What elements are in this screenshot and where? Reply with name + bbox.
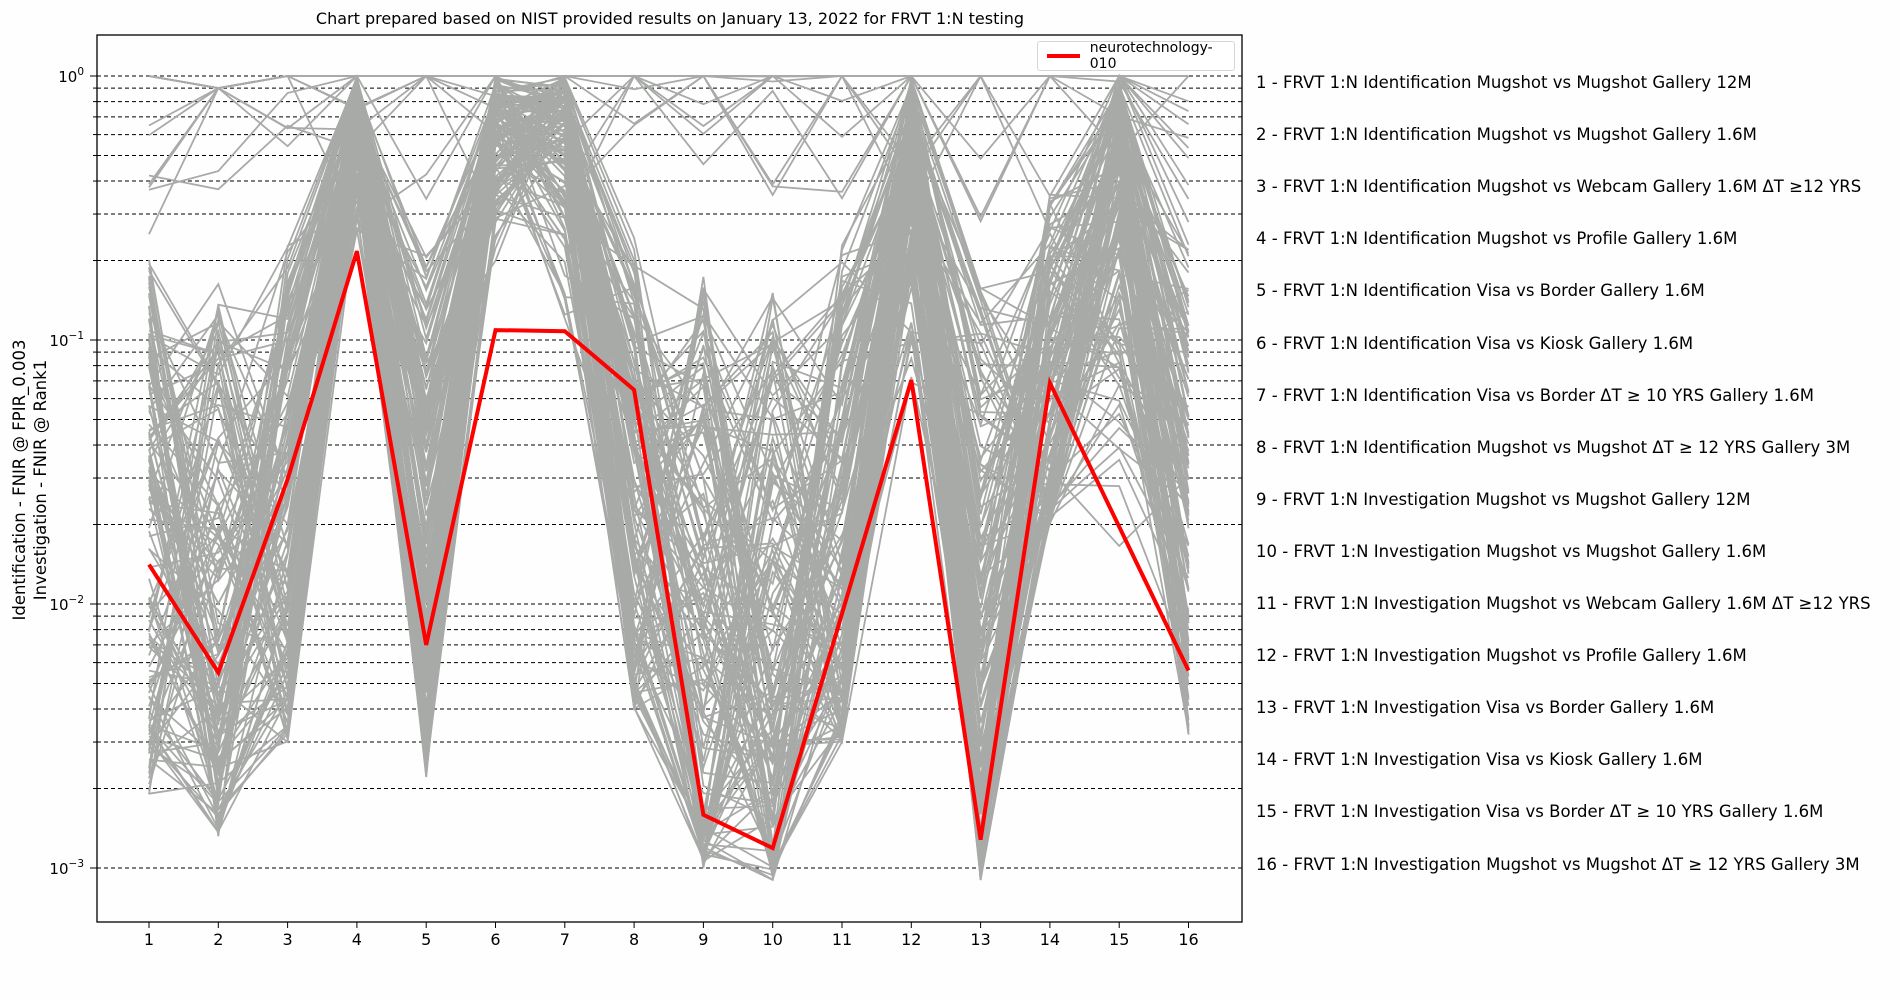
x-tick-label: 11 xyxy=(832,930,852,949)
category-label: 13 - FRVT 1:N Investigation Visa vs Bord… xyxy=(1256,698,1715,718)
x-axis-ticks: 1 2 3 4 5 6 7 8 9 10 11 12 13 14 15 16 xyxy=(144,922,1199,949)
x-tick-label: 10 xyxy=(763,930,783,949)
category-label: 15 - FRVT 1:N Investigation Visa vs Bord… xyxy=(1256,802,1824,822)
x-tick-label: 13 xyxy=(970,930,990,949)
x-tick-label: 6 xyxy=(490,930,500,949)
other-algorithm-lines xyxy=(148,73,1190,882)
x-tick-label: 8 xyxy=(629,930,639,949)
category-label: 6 - FRVT 1:N Identification Visa vs Kios… xyxy=(1256,333,1694,353)
category-label: 8 - FRVT 1:N Identification Mugshot vs M… xyxy=(1256,437,1851,457)
chart-title: Chart prepared based on NIST provided re… xyxy=(315,9,1025,28)
x-tick-label: 4 xyxy=(352,930,362,949)
category-label: 16 - FRVT 1:N Investigation Mugshot vs M… xyxy=(1256,854,1860,874)
x-tick-label: 9 xyxy=(698,930,708,949)
x-tick-label: 7 xyxy=(560,930,570,949)
highlight-series-line xyxy=(147,250,1191,851)
x-tick-label: 12 xyxy=(901,930,921,949)
category-label: 12 - FRVT 1:N Investigation Mugshot vs P… xyxy=(1256,646,1747,666)
x-tick-label: 5 xyxy=(421,930,431,949)
category-label: 4 - FRVT 1:N Identification Mugshot vs P… xyxy=(1256,229,1738,249)
y-tick-label: 100 xyxy=(58,66,84,86)
x-tick-label: 3 xyxy=(283,930,293,949)
x-tick-label: 16 xyxy=(1178,930,1198,949)
neurotechnology-010-line xyxy=(147,250,1191,851)
category-label: 3 - FRVT 1:N Identification Mugshot vs W… xyxy=(1256,177,1862,197)
category-label: 7 - FRVT 1:N Identification Visa vs Bord… xyxy=(1256,385,1814,405)
y-tick-label: 10−1 xyxy=(49,330,84,350)
x-tick-label: 15 xyxy=(1109,930,1129,949)
y-tick-label: 10−3 xyxy=(49,858,84,878)
legend-swatch-red-line xyxy=(1047,54,1080,58)
category-label: 10 - FRVT 1:N Investigation Mugshot vs M… xyxy=(1256,541,1767,561)
x-tick-label: 14 xyxy=(1040,930,1060,949)
category-label: 5 - FRVT 1:N Identification Visa vs Bord… xyxy=(1256,281,1705,301)
category-label: 14 - FRVT 1:N Investigation Visa vs Kios… xyxy=(1256,750,1703,770)
category-label: 2 - FRVT 1:N Identification Mugshot vs M… xyxy=(1256,125,1757,145)
x-tick-label: 2 xyxy=(213,930,223,949)
y-axis-ticks: 100 10−1 10−2 10−3 xyxy=(49,66,97,878)
y-tick-label: 10−2 xyxy=(49,594,84,614)
category-label: 1 - FRVT 1:N Identification Mugshot vs M… xyxy=(1256,73,1752,92)
x-tick-label: 1 xyxy=(144,930,154,949)
y-axis-label-line1: Identification - FNIR @ FPIR_0.003 xyxy=(10,339,29,621)
legend: neurotechnology-010 xyxy=(1037,40,1235,72)
category-label: 9 - FRVT 1:N Investigation Mugshot vs Mu… xyxy=(1256,489,1751,509)
category-label: 11 - FRVT 1:N Investigation Mugshot vs W… xyxy=(1256,594,1871,613)
y-axis-label-line2: Investigation - FNIR @ Rank1 xyxy=(31,359,50,601)
legend-label: neurotechnology-010 xyxy=(1089,40,1213,72)
